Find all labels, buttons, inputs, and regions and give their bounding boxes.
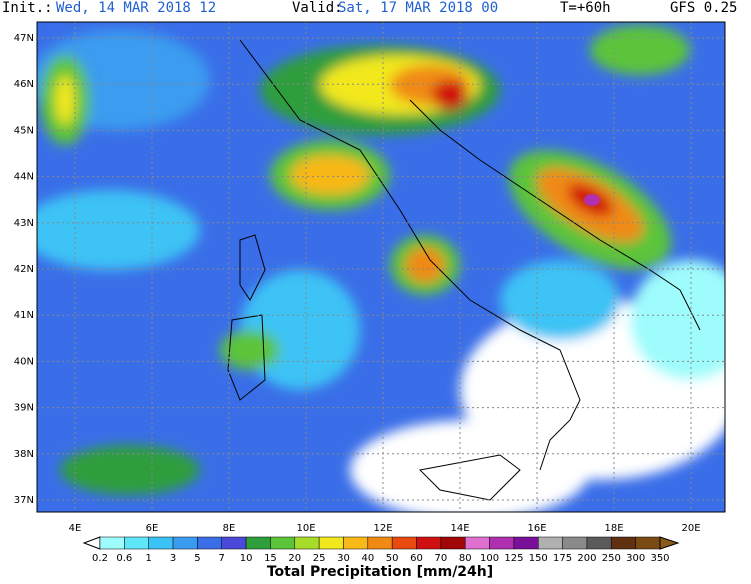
level-label: 200 bbox=[577, 553, 596, 564]
level-label: 25 bbox=[313, 553, 326, 564]
level-label: 20 bbox=[288, 553, 301, 564]
init-label: Init.: bbox=[2, 0, 53, 16]
lon-label: 20E bbox=[681, 523, 700, 534]
color-box bbox=[343, 536, 369, 550]
lat-label: 42N bbox=[14, 264, 34, 275]
level-label: 70 bbox=[435, 553, 448, 564]
lat-label: 38N bbox=[14, 449, 34, 460]
color-box bbox=[270, 536, 296, 550]
model-name: GFS 0.25 bbox=[670, 0, 737, 16]
level-label: 300 bbox=[626, 553, 645, 564]
lon-label: 18E bbox=[604, 523, 623, 534]
level-label: 15 bbox=[264, 553, 277, 564]
color-box bbox=[318, 536, 344, 550]
level-label: 40 bbox=[361, 553, 374, 564]
color-box bbox=[148, 536, 174, 550]
color-box bbox=[538, 536, 563, 550]
level-label: 100 bbox=[480, 553, 499, 564]
lon-label: 6E bbox=[146, 523, 159, 534]
color-box bbox=[611, 536, 636, 550]
valid-time: Sat, 17 MAR 2018 00 bbox=[338, 0, 498, 16]
level-label: 125 bbox=[504, 553, 523, 564]
precipitation-field bbox=[37, 22, 725, 512]
lon-label: 16E bbox=[527, 523, 546, 534]
color-box bbox=[367, 536, 393, 550]
level-label: 250 bbox=[602, 553, 621, 564]
level-label: 80 bbox=[459, 553, 472, 564]
color-box bbox=[245, 536, 271, 550]
color-box bbox=[440, 536, 466, 550]
lat-label: 47N bbox=[14, 33, 34, 44]
color-box bbox=[391, 536, 417, 550]
level-label: 7 bbox=[219, 553, 225, 564]
lat-label: 40N bbox=[14, 356, 34, 367]
init-time: Wed, 14 MAR 2018 12 bbox=[56, 0, 216, 16]
forecast-step: T=+60h bbox=[560, 0, 611, 16]
color-box bbox=[464, 536, 490, 550]
under-arrow bbox=[82, 536, 101, 550]
level-label: 0.6 bbox=[116, 553, 132, 564]
color-box bbox=[489, 536, 515, 550]
lat-label: 43N bbox=[14, 218, 34, 229]
level-label: 50 bbox=[386, 553, 399, 564]
lat-label: 41N bbox=[14, 310, 34, 321]
lon-label: 10E bbox=[296, 523, 315, 534]
lon-label: 14E bbox=[450, 523, 469, 534]
graticule bbox=[37, 22, 725, 512]
level-label: 60 bbox=[410, 553, 423, 564]
map-frame bbox=[36, 21, 726, 513]
level-label: 175 bbox=[553, 553, 572, 564]
color-box bbox=[294, 536, 320, 550]
level-label: 3 bbox=[170, 553, 176, 564]
color-box bbox=[197, 536, 222, 550]
color-box bbox=[586, 536, 612, 550]
lon-label: 12E bbox=[373, 523, 392, 534]
colorbar-title: Total Precipitation [mm/24h] bbox=[267, 564, 493, 580]
level-label: 150 bbox=[529, 553, 548, 564]
lat-label: 46N bbox=[14, 79, 34, 90]
level-label: 30 bbox=[337, 553, 350, 564]
over-arrow bbox=[659, 536, 680, 550]
level-label: 350 bbox=[650, 553, 669, 564]
peak-area bbox=[584, 194, 600, 206]
lon-label: 4E bbox=[69, 523, 82, 534]
level-label: 10 bbox=[240, 553, 253, 564]
color-box bbox=[99, 536, 125, 550]
lat-label: 39N bbox=[14, 403, 34, 414]
color-box bbox=[221, 536, 247, 550]
color-box bbox=[124, 536, 149, 550]
color-box bbox=[562, 536, 588, 550]
level-label: 1 bbox=[146, 553, 152, 564]
lat-label: 44N bbox=[14, 172, 34, 183]
lat-label: 37N bbox=[14, 495, 34, 506]
level-label: 0.2 bbox=[92, 553, 108, 564]
color-box bbox=[635, 536, 661, 550]
colorbar: 0.2 0.6 1 3 5 7 10 15 20 25 30 40 50 60 70 80 100 125 150 1… bbox=[82, 536, 680, 564]
valid-label: Valid: bbox=[292, 0, 343, 16]
color-box bbox=[416, 536, 442, 550]
color-box bbox=[172, 536, 198, 550]
level-label: 5 bbox=[194, 553, 200, 564]
lat-label: 45N bbox=[14, 125, 34, 136]
lon-label: 8E bbox=[223, 523, 236, 534]
color-box bbox=[513, 536, 539, 550]
